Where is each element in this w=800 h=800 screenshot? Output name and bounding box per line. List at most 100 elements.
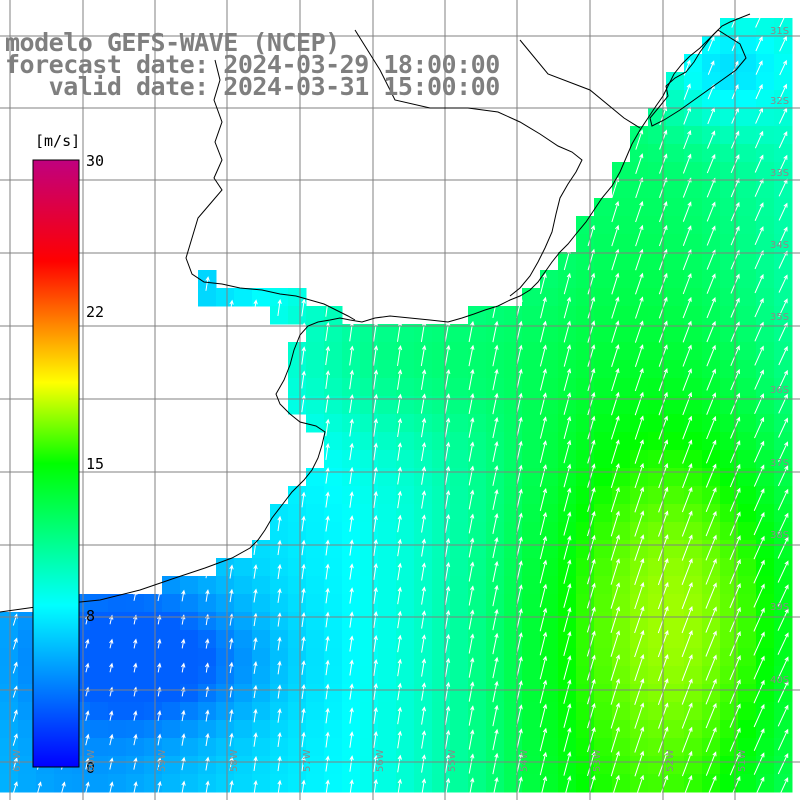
wind-arrow xyxy=(563,703,572,728)
wind-arrow xyxy=(563,416,572,440)
speed-cell xyxy=(144,738,163,757)
speed-cell xyxy=(414,486,433,505)
wind-arrow xyxy=(253,564,258,579)
speed-cell xyxy=(576,576,595,595)
speed-cell xyxy=(198,630,217,649)
wind-arrow xyxy=(109,662,114,673)
speed-cell xyxy=(162,702,181,721)
speed-cell xyxy=(666,108,685,127)
speed-cell xyxy=(486,594,505,613)
speed-cell xyxy=(558,720,577,739)
speed-cell xyxy=(342,432,361,451)
speed-cell xyxy=(360,720,379,739)
speed-cell xyxy=(720,18,739,37)
wind-arrow xyxy=(755,35,763,52)
speed-cell xyxy=(738,612,757,631)
speed-cell xyxy=(756,432,775,451)
speed-cell xyxy=(630,324,649,343)
wind-arrow xyxy=(277,539,282,556)
wind-arrow xyxy=(468,489,475,510)
wind-arrow xyxy=(563,368,572,391)
speed-cell xyxy=(594,360,613,379)
wind-arrow xyxy=(253,612,258,627)
speed-cell xyxy=(666,234,685,253)
speed-cell xyxy=(774,594,793,613)
lon-label: 60W xyxy=(86,749,97,772)
speed-cell xyxy=(342,504,361,523)
wind-arrow xyxy=(563,535,572,560)
speed-cell xyxy=(630,396,649,415)
wind-arrow xyxy=(277,588,282,603)
wind-arrow xyxy=(778,345,788,366)
wind-arrow xyxy=(444,513,451,533)
wind-arrow xyxy=(563,775,572,800)
speed-cell xyxy=(306,666,325,685)
wind-arrow xyxy=(610,654,620,681)
speed-cell xyxy=(378,738,397,757)
wind-arrow xyxy=(706,392,717,415)
speed-cell xyxy=(486,558,505,577)
speed-cell xyxy=(396,558,415,577)
wind-arrow xyxy=(706,320,716,343)
speed-cell xyxy=(648,666,667,685)
speed-cell xyxy=(144,648,163,667)
wind-arrow xyxy=(563,606,572,633)
speed-cell xyxy=(108,630,127,649)
wind-arrow xyxy=(301,755,306,772)
speed-cell xyxy=(486,576,505,595)
speed-cell xyxy=(504,486,523,505)
speed-cell xyxy=(522,504,541,523)
title-valid-date: valid date: 2024-03-31 15:00:00 xyxy=(5,72,501,101)
wind-arrow xyxy=(492,608,499,631)
speed-cell xyxy=(324,324,343,343)
speed-cell xyxy=(270,522,289,541)
speed-cell xyxy=(306,702,325,721)
wind-arrow xyxy=(682,320,692,343)
speed-cell xyxy=(504,720,523,739)
speed-cell xyxy=(612,630,631,649)
colorbar-tick: 22 xyxy=(86,303,105,321)
speed-cell xyxy=(72,774,91,793)
speed-cell xyxy=(414,360,433,379)
wind-arrow xyxy=(610,439,620,464)
speed-cell xyxy=(414,630,433,649)
speed-cell xyxy=(360,414,379,433)
wind-arrow xyxy=(325,467,330,484)
speed-cell xyxy=(450,432,469,451)
wind-arrow xyxy=(85,757,90,770)
speed-cell xyxy=(504,504,523,523)
wind-arrow xyxy=(563,679,572,704)
speed-cell xyxy=(774,720,793,739)
speed-cell xyxy=(630,468,649,487)
speed-cell xyxy=(396,648,415,667)
speed-cell xyxy=(360,576,379,595)
wind-arrow xyxy=(229,299,234,316)
speed-cell xyxy=(702,396,721,415)
wind-arrow xyxy=(325,755,330,772)
speed-cell xyxy=(342,666,361,685)
speed-cell xyxy=(198,648,217,667)
speed-cell xyxy=(360,648,379,667)
wind-arrow xyxy=(563,727,572,752)
wind-arrow xyxy=(778,154,788,173)
speed-cell xyxy=(648,144,667,163)
wind-arrow xyxy=(492,752,499,775)
speed-cell xyxy=(36,774,55,793)
wind-arrow xyxy=(610,486,620,513)
speed-cell xyxy=(630,288,649,307)
speed-cell xyxy=(684,576,703,595)
lon-label: 55W xyxy=(447,749,458,772)
speed-cell xyxy=(18,756,37,775)
speed-cell xyxy=(450,450,469,469)
speed-cell xyxy=(108,666,127,685)
speed-cell xyxy=(558,414,577,433)
speed-cell xyxy=(774,180,793,199)
speed-cell xyxy=(396,702,415,721)
wind-arrow xyxy=(325,635,330,652)
speed-cell xyxy=(738,558,757,577)
speed-cell xyxy=(702,162,721,181)
wind-arrow xyxy=(468,681,475,702)
speed-cell xyxy=(774,234,793,253)
speed-cell xyxy=(738,360,757,379)
wind-arrow xyxy=(349,418,354,437)
